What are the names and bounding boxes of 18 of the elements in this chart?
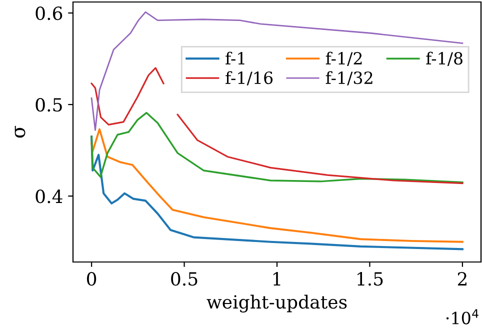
text: ·10$^{4}$ xyxy=(446,309,478,324)
x-tick-label: 1 xyxy=(273,272,280,286)
legend-label: f-1/16 xyxy=(226,71,273,86)
legend-label: f-1/8 xyxy=(426,52,462,66)
x-tick-label: 2 xyxy=(458,272,466,286)
y-tick-label: 0.4 xyxy=(36,190,62,204)
y-tick-label: 0.5 xyxy=(36,98,62,112)
x-tick-label: 1.5 xyxy=(358,272,383,286)
line-series xyxy=(90,11,464,131)
y-axis-title: σ xyxy=(14,126,26,138)
y-tick-label: 0.6 xyxy=(36,6,62,20)
line-series xyxy=(90,112,464,184)
x-tick-label: 0.5 xyxy=(171,272,198,286)
legend-label: f-1/32 xyxy=(326,71,372,86)
x-axis-title: weight-updates xyxy=(206,294,347,312)
legend-label: f-1 xyxy=(226,52,244,64)
legend-label: f-1/2 xyxy=(326,52,362,66)
x-tick-label: 0 xyxy=(86,272,96,286)
